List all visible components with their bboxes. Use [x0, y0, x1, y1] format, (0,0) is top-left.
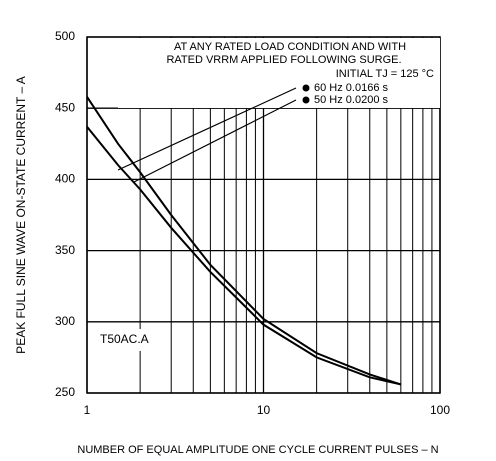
series-line [86, 96, 402, 386]
annotation: RATED VRRM APPLIED FOLLOWING SURGE. [166, 54, 401, 66]
y-tick-label: 350 [55, 243, 75, 257]
legend-label: 60 Hz 0.0166 s [314, 82, 388, 94]
legend-marker [302, 84, 310, 92]
pointer-line [133, 99, 297, 183]
annotation: AT ANY RATED LOAD CONDITION AND WITH [174, 41, 406, 53]
y-tick-label: 450 [55, 100, 75, 114]
x-tick-label: 10 [257, 403, 271, 417]
y-tick-label: 500 [55, 29, 75, 43]
pointer-line [117, 87, 297, 171]
series-line [86, 126, 402, 386]
y-axis-label: PEAK FULL SINE WAVE ON-STATE CURRENT – A [14, 76, 28, 354]
y-tick-label: 250 [55, 385, 75, 399]
x-axis-label: NUMBER OF EQUAL AMPLITUDE ONE CYCLE CURR… [77, 444, 438, 456]
annotation: T50AC.A [100, 332, 149, 346]
legend-label: 50 Hz 0.0200 s [314, 94, 388, 106]
annotation: INITIAL TJ = 125 °C [336, 68, 434, 80]
x-tick-label: 1 [84, 403, 91, 417]
legend-marker [302, 96, 310, 104]
annotation-bg [96, 329, 168, 351]
y-tick-label: 300 [55, 314, 75, 328]
y-tick-label: 400 [55, 172, 75, 186]
plot-frame [86, 36, 441, 394]
x-tick-label: 100 [430, 403, 450, 417]
